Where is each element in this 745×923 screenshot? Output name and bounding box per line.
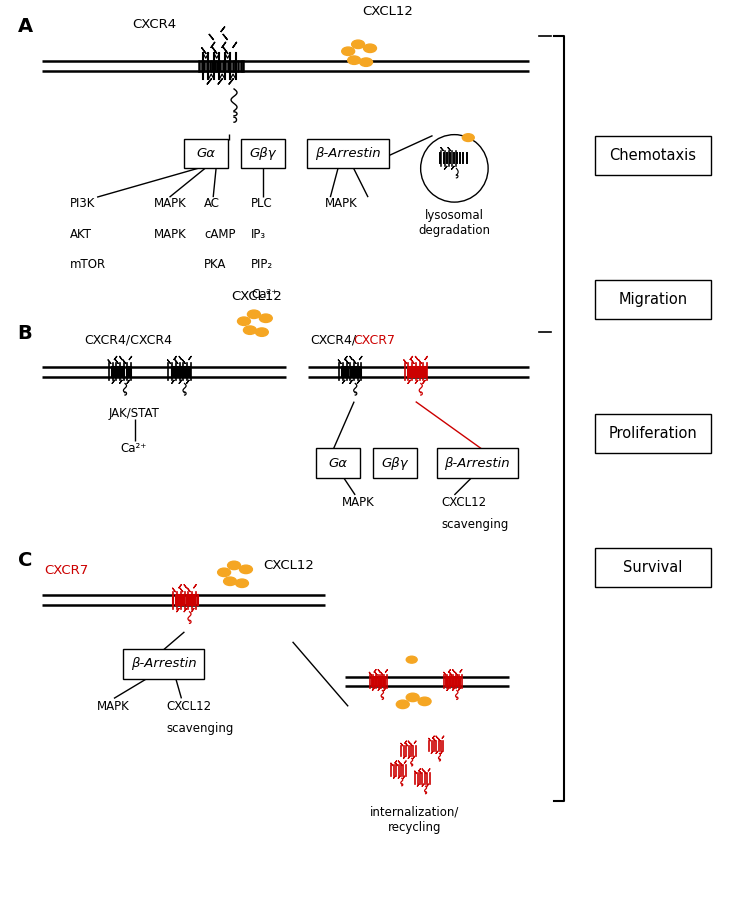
- Text: PIP₂: PIP₂: [251, 258, 273, 271]
- Text: internalization/
recycling: internalization/ recycling: [370, 806, 460, 833]
- Text: CXCL12: CXCL12: [263, 559, 314, 572]
- Text: β-Arrestin: β-Arrestin: [445, 457, 510, 470]
- Ellipse shape: [238, 317, 250, 326]
- Ellipse shape: [396, 701, 409, 709]
- Ellipse shape: [364, 44, 376, 53]
- Text: JAK/STAT: JAK/STAT: [109, 407, 160, 420]
- Text: cAMP: cAMP: [204, 228, 235, 242]
- Text: β-Arrestin: β-Arrestin: [315, 147, 381, 160]
- Ellipse shape: [224, 577, 236, 585]
- Text: AKT: AKT: [70, 228, 92, 242]
- FancyBboxPatch shape: [595, 414, 711, 453]
- Text: CXCR4/CXCR4: CXCR4/CXCR4: [84, 333, 172, 346]
- Ellipse shape: [235, 579, 248, 587]
- Ellipse shape: [360, 58, 372, 66]
- Ellipse shape: [348, 56, 361, 65]
- Text: C: C: [18, 550, 32, 569]
- Ellipse shape: [406, 656, 417, 663]
- Text: MAPK: MAPK: [342, 497, 375, 509]
- Ellipse shape: [342, 47, 355, 55]
- FancyBboxPatch shape: [437, 449, 518, 478]
- Text: B: B: [18, 324, 33, 343]
- Text: MAPK: MAPK: [153, 228, 186, 242]
- Ellipse shape: [256, 328, 268, 336]
- Ellipse shape: [259, 314, 272, 322]
- Text: CXCR4/: CXCR4/: [311, 333, 357, 346]
- Text: Migration: Migration: [618, 292, 688, 306]
- Ellipse shape: [227, 561, 241, 569]
- Circle shape: [421, 135, 488, 202]
- Text: MAPK: MAPK: [153, 197, 186, 210]
- Text: Gα: Gα: [197, 147, 216, 160]
- Ellipse shape: [352, 40, 364, 49]
- Text: Gα: Gα: [329, 457, 348, 470]
- Text: lysosomal
degradation: lysosomal degradation: [419, 210, 490, 237]
- Text: scavenging: scavenging: [167, 722, 234, 735]
- Text: mTOR: mTOR: [70, 258, 107, 271]
- Text: CXCL12: CXCL12: [362, 5, 413, 18]
- Text: Ca²⁺: Ca²⁺: [251, 288, 277, 301]
- Text: CXCL12: CXCL12: [231, 290, 282, 303]
- Ellipse shape: [406, 693, 419, 701]
- Ellipse shape: [418, 697, 431, 705]
- Ellipse shape: [218, 569, 230, 577]
- FancyBboxPatch shape: [123, 649, 204, 678]
- Text: scavenging: scavenging: [442, 518, 509, 532]
- Text: Survival: Survival: [624, 560, 682, 575]
- Text: PLC: PLC: [251, 197, 273, 210]
- Text: Gβγ: Gβγ: [250, 147, 276, 160]
- FancyBboxPatch shape: [185, 138, 228, 168]
- Text: CXCR7: CXCR7: [45, 564, 89, 577]
- Ellipse shape: [463, 134, 475, 141]
- FancyBboxPatch shape: [317, 449, 360, 478]
- Text: Proliferation: Proliferation: [609, 426, 697, 441]
- Text: CXCR7: CXCR7: [353, 333, 395, 346]
- Text: CXCR4: CXCR4: [132, 18, 176, 31]
- Text: AC: AC: [204, 197, 221, 210]
- FancyBboxPatch shape: [308, 138, 389, 168]
- FancyBboxPatch shape: [595, 547, 711, 587]
- Text: IP₃: IP₃: [251, 228, 266, 242]
- Ellipse shape: [239, 565, 253, 573]
- Text: MAPK: MAPK: [326, 197, 358, 210]
- Text: PI3K: PI3K: [70, 197, 95, 210]
- FancyBboxPatch shape: [595, 280, 711, 319]
- Ellipse shape: [247, 310, 260, 318]
- Text: PKA: PKA: [204, 258, 226, 271]
- Text: CXCL12: CXCL12: [167, 700, 212, 713]
- Text: Gβγ: Gβγ: [381, 457, 408, 470]
- Text: MAPK: MAPK: [97, 700, 130, 713]
- Text: Chemotaxis: Chemotaxis: [609, 148, 697, 163]
- FancyBboxPatch shape: [241, 138, 285, 168]
- FancyBboxPatch shape: [373, 449, 416, 478]
- Ellipse shape: [244, 326, 256, 334]
- Text: β-Arrestin: β-Arrestin: [131, 657, 197, 670]
- Text: A: A: [18, 17, 33, 35]
- FancyBboxPatch shape: [595, 136, 711, 175]
- Text: CXCL12: CXCL12: [442, 497, 486, 509]
- Text: Ca²⁺: Ca²⁺: [120, 442, 146, 455]
